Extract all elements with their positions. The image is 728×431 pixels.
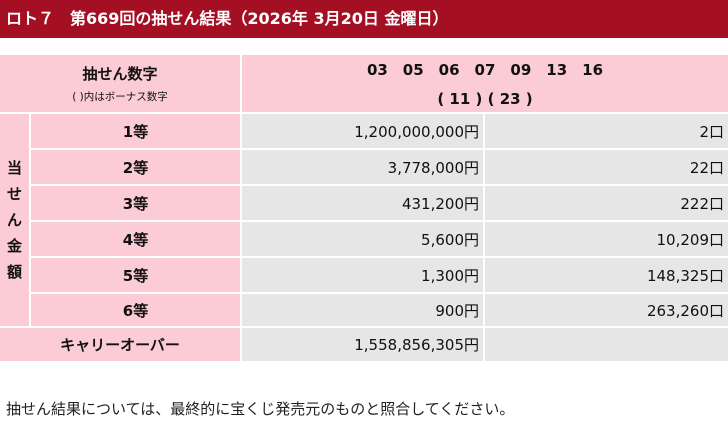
carryover-empty-cell [485,328,728,361]
grade-2: 2等 [31,150,240,184]
side-char: せ [6,185,22,203]
winners-3: 222口 [485,186,728,220]
winners-2: 22口 [485,150,728,184]
side-char: 額 [6,263,22,281]
amount-3: 431,200円 [242,186,483,220]
grade-4: 4等 [31,222,240,256]
amount-6: 900円 [242,294,483,326]
side-char: 金 [6,237,22,255]
results-title: ロト７ 第669回の抽せん結果（2026年 3月20日 金曜日） [0,0,728,38]
grade-1: 1等 [31,114,240,148]
carryover-amount: 1,558,856,305円 [242,328,483,361]
grade-5: 5等 [31,258,240,292]
amount-1: 1,200,000,000円 [242,114,483,148]
carryover-label: キャリーオーバー [0,328,240,361]
amount-2: 3,778,000円 [242,150,483,184]
numbers-label: 抽せん数字 [82,65,158,83]
winners-5: 148,325口 [485,258,728,292]
winners-6: 263,260口 [485,294,728,326]
bonus-note: ( )内はボーナス数字 [72,91,168,103]
side-char: ん [6,211,22,229]
grade-3: 3等 [31,186,240,220]
amount-4: 5,600円 [242,222,483,256]
header-spacer [0,38,728,55]
amount-5: 1,300円 [242,258,483,292]
side-char: 当 [6,159,22,177]
winners-4: 10,209口 [485,222,728,256]
prize-side-label: 当 せ ん 金 額 [0,114,29,326]
winners-1: 2口 [485,114,728,148]
numbers-value-cell: 03 05 06 07 09 13 16 ( 11 ) ( 23 ) [242,55,728,112]
grade-6: 6等 [31,294,240,326]
numbers-label-cell: 抽せん数字 ( )内はボーナス数字 [0,55,240,112]
footer-note: 抽せん結果については、最終的に宝くじ発売元のものと照合してください。 [6,400,515,418]
bonus-numbers: ( 11 ) ( 23 ) [437,90,533,108]
main-numbers: 03 05 06 07 09 13 16 [366,61,604,79]
